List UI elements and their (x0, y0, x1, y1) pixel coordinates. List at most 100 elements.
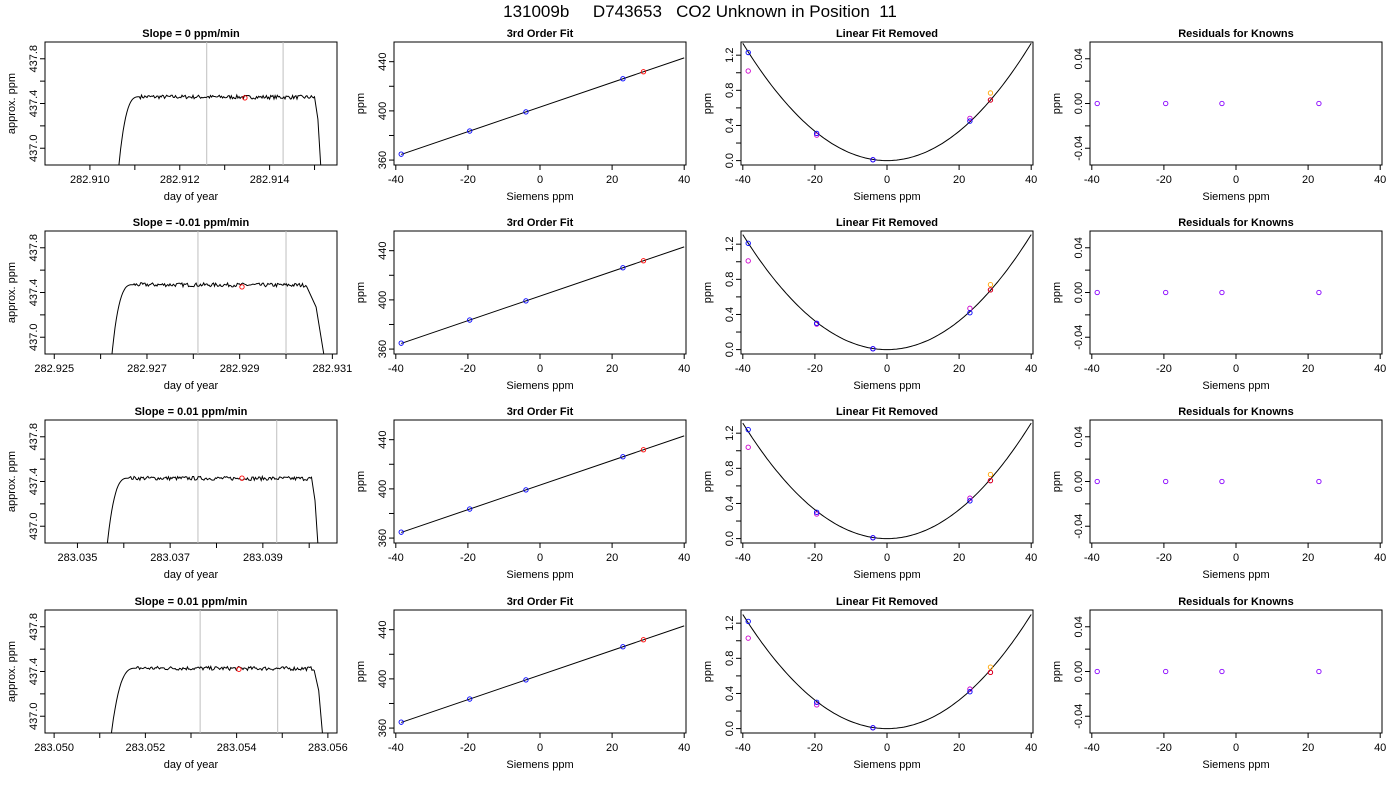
known-point-raw (745, 444, 751, 450)
residual-point (1219, 289, 1225, 296)
known-point (398, 151, 404, 157)
x-tick-label: -20 (807, 174, 823, 186)
x-tick-label: 282.929 (220, 363, 260, 375)
x-tick-label: 40 (1025, 552, 1037, 564)
y-tick-label: 1.2 (724, 48, 736, 63)
residual-point (1094, 100, 1100, 107)
known-point-fit (814, 509, 820, 515)
x-tick-label: 0 (1233, 742, 1239, 754)
unknown-point-raw (987, 281, 994, 288)
x-tick-label: 283.056 (308, 742, 348, 754)
y-tick-label: -0.04 (1073, 325, 1085, 350)
page-title: 131009b D743653 CO2 Unknown in Position … (503, 2, 897, 21)
y-tick-label: 1.2 (724, 616, 736, 631)
y-axis-label: approx. ppm (6, 641, 18, 702)
known-point-fit (870, 535, 876, 541)
y-tick-label: 440 (377, 621, 389, 639)
y-tick-label: 360 (377, 151, 389, 169)
residual-point (1316, 100, 1322, 107)
plot-title: Residuals for Knowns (1178, 217, 1294, 229)
plot-frame (393, 609, 687, 734)
x-tick-label: -20 (1156, 174, 1172, 186)
y-tick-label: 360 (377, 340, 389, 358)
x-tick-label: 40 (678, 552, 690, 564)
y-tick-label: 437.4 (28, 468, 40, 496)
plot-frame (44, 41, 338, 166)
plot-frame (44, 609, 338, 734)
residual-point (1219, 668, 1225, 675)
x-tick-label: -20 (1156, 742, 1172, 754)
x-tick-label: 0 (537, 552, 543, 564)
unknown-point (987, 477, 994, 484)
y-tick-label: 437.4 (28, 90, 40, 118)
known-point-raw (745, 635, 751, 641)
unknown-point (640, 447, 647, 453)
x-axis-label: day of year (164, 191, 219, 203)
y-tick-label: 400 (377, 480, 389, 498)
known-point (620, 76, 626, 82)
x-tick-label: 40 (1374, 552, 1386, 564)
y-tick-label: 0.4 (724, 307, 736, 322)
y-tick-label: 0.8 (724, 272, 736, 287)
residual-point (1316, 668, 1322, 675)
plot-title: 3rd Order Fit (507, 596, 574, 608)
y-tick-label: 1.2 (724, 237, 736, 252)
y-axis-label: ppm (355, 471, 367, 492)
y-tick-label: 437.4 (28, 279, 40, 307)
known-point-fit (745, 240, 751, 246)
concentration-trace (106, 474, 319, 543)
x-axis-label: day of year (164, 380, 219, 392)
known-point-fit (870, 346, 876, 352)
y-tick-label: 0.04 (1073, 426, 1085, 447)
known-point (467, 128, 473, 134)
x-tick-label: -40 (735, 363, 751, 375)
y-tick-label: 0.04 (1073, 616, 1085, 637)
y-tick-label: 0.04 (1073, 237, 1085, 258)
known-point-raw (745, 258, 751, 264)
x-tick-label: 283.039 (243, 552, 283, 564)
y-tick-label: 437.0 (28, 702, 40, 730)
x-tick-label: 283.035 (58, 552, 98, 564)
y-tick-label: 0.0 (724, 342, 736, 357)
y-tick-label: 400 (377, 102, 389, 120)
x-tick-label: 0 (537, 742, 543, 754)
x-tick-label: 20 (606, 742, 618, 754)
unknown-point-raw (987, 90, 994, 96)
x-tick-label: -20 (1156, 363, 1172, 375)
residual-point (1219, 100, 1225, 107)
y-tick-label: 0.0 (724, 531, 736, 546)
residual-point (1094, 668, 1100, 675)
x-tick-label: -20 (807, 363, 823, 375)
known-point (523, 677, 529, 683)
known-point-raw (814, 132, 820, 138)
concentration-trace (110, 664, 323, 733)
known-point-raw (967, 495, 973, 501)
x-tick-label: 20 (606, 174, 618, 186)
plot-title: Linear Fit Removed (836, 217, 938, 229)
plot-frame (1089, 419, 1383, 544)
known-point (398, 719, 404, 725)
x-tick-label: -40 (388, 552, 404, 564)
plot-title: Linear Fit Removed (836, 596, 938, 608)
x-tick-label: 283.054 (217, 742, 257, 754)
sample-mean-point (239, 284, 245, 290)
y-axis-label: ppm (1051, 661, 1063, 682)
x-tick-label: 282.910 (70, 174, 110, 186)
y-tick-label: 437.8 (28, 45, 40, 73)
x-tick-label: 40 (1374, 174, 1386, 186)
y-tick-label: 440 (377, 431, 389, 449)
known-point (523, 487, 529, 493)
y-tick-label: 0.00 (1073, 282, 1085, 303)
plot-frame (1089, 41, 1383, 166)
y-tick-label: 437.8 (28, 613, 40, 641)
known-point-fit (870, 157, 876, 163)
unknown-point (987, 669, 994, 676)
x-tick-label: -40 (1084, 552, 1100, 564)
known-point-fit (967, 689, 973, 695)
known-point (620, 644, 626, 650)
x-axis-label: day of year (164, 759, 219, 771)
x-tick-label: 20 (953, 552, 965, 564)
x-tick-label: 282.931 (312, 363, 352, 375)
known-point-fit (814, 130, 820, 137)
y-tick-label: 437.0 (28, 512, 40, 540)
